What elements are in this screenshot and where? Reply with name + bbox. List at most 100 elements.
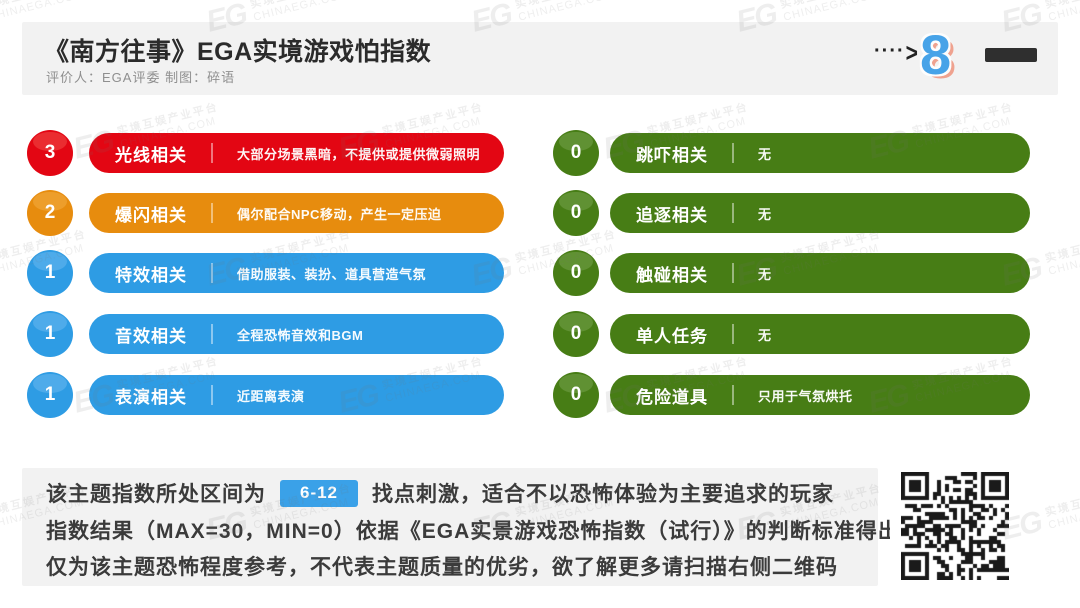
rating-row: 3 光线相关 大部分场景黑暗，不提供或提供微弱照明 <box>27 130 504 176</box>
rating-description: 近距离表演 <box>237 388 305 404</box>
score-circle: 0 <box>553 130 599 176</box>
footer-card <box>22 468 878 586</box>
score-number: 0 <box>570 202 582 223</box>
score-number: 3 <box>44 142 56 163</box>
rating-pill: 爆闪相关 偶尔配合NPC移动，产生一定压迫 <box>89 193 504 233</box>
rating-label: 跳吓相关 <box>636 145 708 165</box>
circle-highlight <box>559 373 593 394</box>
circle-highlight <box>33 373 67 394</box>
rating-description: 只用于气氛烘托 <box>758 388 853 404</box>
circle-highlight <box>33 131 67 152</box>
rating-row: 0 追逐相关 无 <box>553 190 1030 236</box>
watermark-line1: 实境互娱产业平台 <box>249 0 353 12</box>
pill-divider <box>211 263 213 283</box>
rating-pill: 单人任务 无 <box>610 314 1030 354</box>
rating-label: 特效相关 <box>115 265 187 285</box>
watermark-line2: CHINAEGA.COM <box>0 0 86 24</box>
rating-pill: 触碰相关 无 <box>610 253 1030 293</box>
watermark-line2: CHINAEGA.COM <box>1047 242 1080 278</box>
pill-divider <box>732 385 734 405</box>
score-circle: 2 <box>27 190 73 236</box>
rating-row: 0 触碰相关 无 <box>553 250 1030 296</box>
watermark-line2: CHINAEGA.COM <box>252 0 351 24</box>
score-circle: 0 <box>553 190 599 236</box>
rating-label: 追逐相关 <box>636 205 708 225</box>
pill-divider <box>732 143 734 163</box>
score-number: 0 <box>570 384 582 405</box>
circle-highlight <box>33 251 67 272</box>
rating-pill: 特效相关 借助服装、装扮、道具营造气氛 <box>89 253 504 293</box>
rating-pill: 追逐相关 无 <box>610 193 1030 233</box>
footer-line-3: 仅为该主题恐怖程度参考，不代表主题质量的优劣，欲了解更多请扫描右侧二维码 <box>46 556 838 579</box>
rating-description: 无 <box>758 146 772 162</box>
rating-description: 全程恐怖音效和BGM <box>237 327 364 343</box>
qr-panel <box>890 466 1020 586</box>
circle-highlight <box>559 312 593 333</box>
rating-row: 1 表演相关 近距离表演 <box>27 372 504 418</box>
watermark-line1: 实境互娱产业平台 <box>1044 482 1080 520</box>
rating-description: 无 <box>758 327 772 343</box>
index-range-badge: 6-12 <box>280 479 358 507</box>
watermark-line2: CHINAEGA.COM <box>517 0 616 24</box>
rating-description: 偶尔配合NPC移动，产生一定压迫 <box>237 206 442 222</box>
circle-highlight <box>33 312 67 333</box>
rating-description: 无 <box>758 266 772 282</box>
rating-label: 爆闪相关 <box>115 205 187 225</box>
rating-row: 0 单人任务 无 <box>553 311 1030 357</box>
circle-highlight <box>559 131 593 152</box>
dashed-arrow-icon: ····> <box>874 39 918 68</box>
score-number: 1 <box>44 323 56 344</box>
rating-pill: 表演相关 近距离表演 <box>89 375 504 415</box>
rating-row: 2 爆闪相关 偶尔配合NPC移动，产生一定压迫 <box>27 190 504 236</box>
rating-label: 表演相关 <box>115 387 187 407</box>
score-circle: 1 <box>27 372 73 418</box>
score-number: 0 <box>570 323 582 344</box>
pill-divider <box>211 324 213 344</box>
rating-pill: 音效相关 全程恐怖音效和BGM <box>89 314 504 354</box>
score-circle: 1 <box>27 250 73 296</box>
rating-description: 借助服装、装扮、道具营造气氛 <box>237 266 427 282</box>
rating-label: 光线相关 <box>115 145 187 165</box>
watermark-line2: CHINAEGA.COM <box>1047 0 1080 24</box>
watermark-line2: CHINAEGA.COM <box>1047 496 1080 532</box>
rating-row: 1 特效相关 借助服装、装扮、道具营造气氛 <box>27 250 504 296</box>
pill-divider <box>732 263 734 283</box>
watermark-line1: 实境互娱产业平台 <box>1044 228 1080 266</box>
rating-label: 危险道具 <box>636 387 708 407</box>
rating-label: 触碰相关 <box>636 265 708 285</box>
footer-line-1-prefix: 该主题指数所处区间为 <box>46 483 266 506</box>
score-number: 0 <box>570 262 582 283</box>
rating-label: 单人任务 <box>636 326 708 346</box>
score-circle: 3 <box>27 130 73 176</box>
arrow-dots: ···· <box>874 40 905 62</box>
circle-highlight <box>559 251 593 272</box>
rating-row: 0 跳吓相关 无 <box>553 130 1030 176</box>
score-number: 2 <box>44 202 56 223</box>
pill-divider <box>732 203 734 223</box>
footer-line-1: 该主题指数所处区间为 6-12 找点刺激，适合不以恐怖体验为主要追求的玩家 <box>46 478 834 508</box>
circle-highlight <box>559 191 593 212</box>
rating-pill: 光线相关 大部分场景黑暗，不提供或提供微弱照明 <box>89 133 504 173</box>
watermark-line2: CHINAEGA.COM <box>782 0 881 24</box>
pill-divider <box>211 203 213 223</box>
pill-divider <box>211 385 213 405</box>
score-circle: 0 <box>553 250 599 296</box>
score-circle: 0 <box>553 311 599 357</box>
footer-line-2: 指数结果（MAX=30，MIN=0）依据《EGA实景游戏恐怖指数（试行）》的判断… <box>46 520 900 543</box>
watermark-line1: 实境互娱产业平台 <box>0 0 88 12</box>
rating-pill: 危险道具 只用于气氛烘托 <box>610 375 1030 415</box>
page-title: 《南方往事》EGA实境游戏怕指数 <box>44 38 432 66</box>
score-number: 1 <box>44 384 56 405</box>
score-number: 0 <box>570 142 582 163</box>
arrow-head: > <box>905 39 918 68</box>
pill-divider <box>211 143 213 163</box>
rating-pill: 跳吓相关 无 <box>610 133 1030 173</box>
footer-line-1-suffix: 找点刺激，适合不以恐怖体验为主要追求的玩家 <box>372 483 834 506</box>
pill-divider <box>732 324 734 344</box>
score-number: 1 <box>44 262 56 283</box>
score-circle: 0 <box>553 372 599 418</box>
rating-row: 1 音效相关 全程恐怖音效和BGM <box>27 311 504 357</box>
header-card <box>22 22 1058 95</box>
score-circle: 1 <box>27 311 73 357</box>
